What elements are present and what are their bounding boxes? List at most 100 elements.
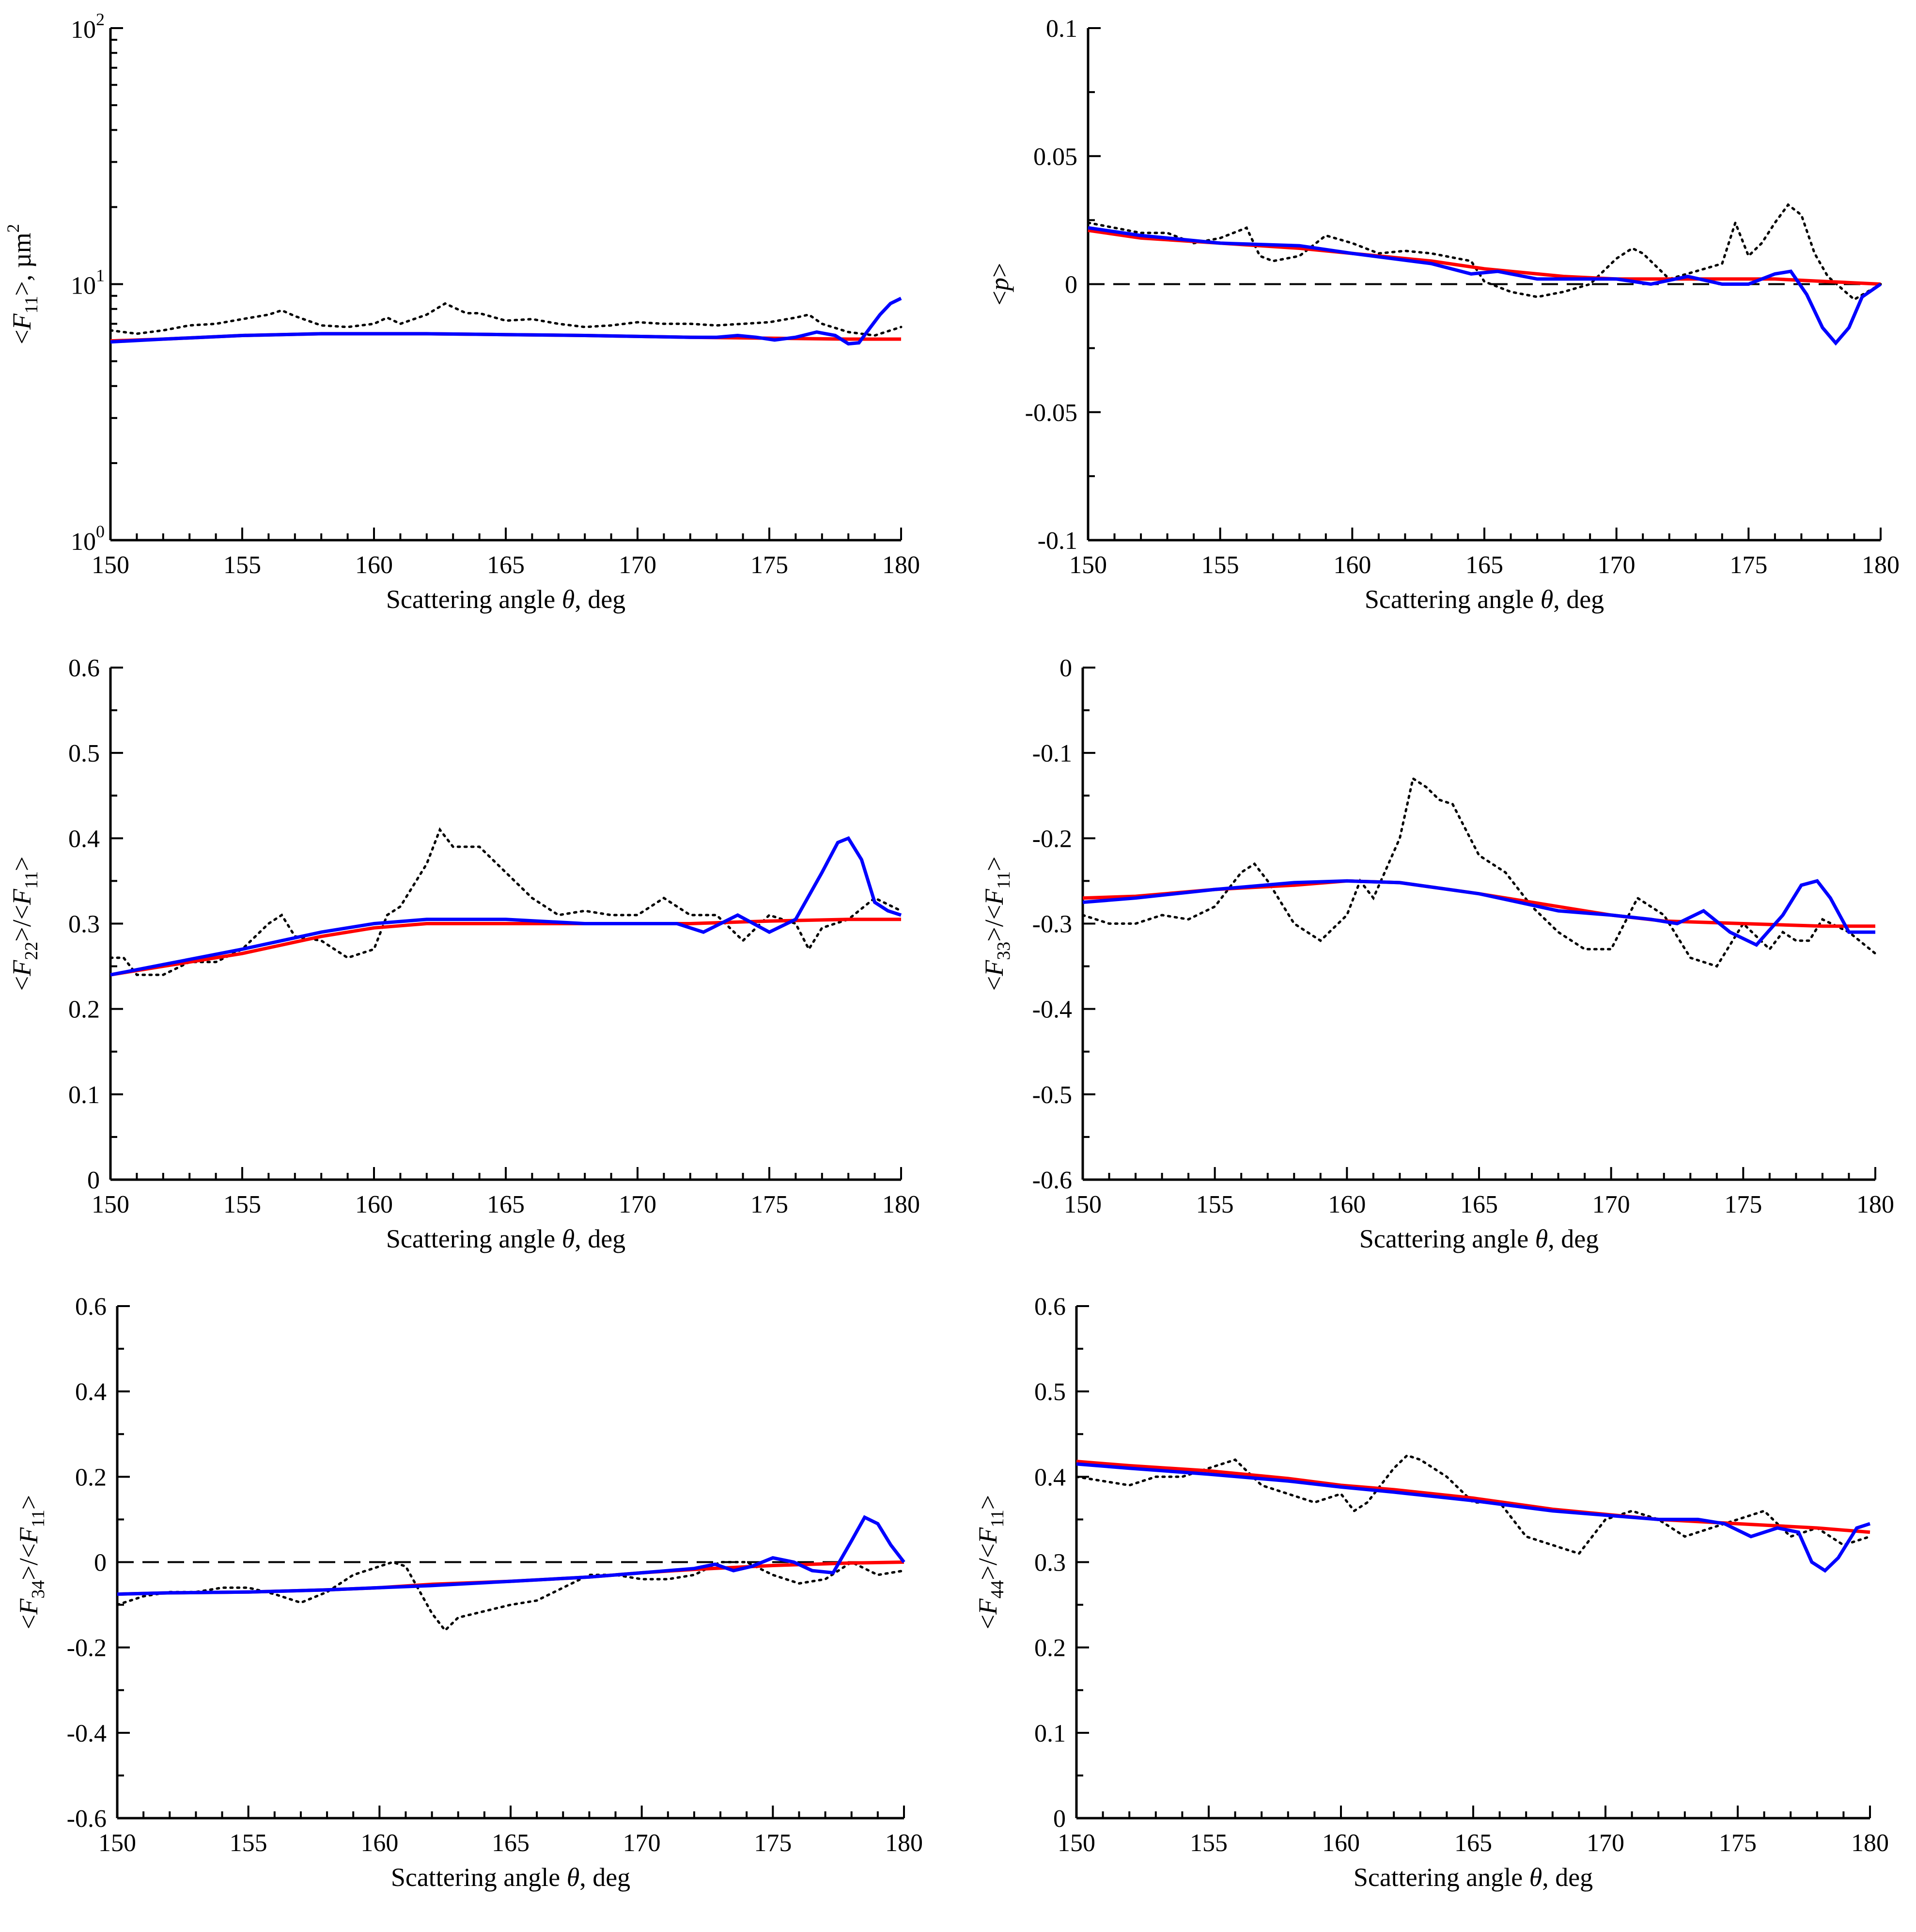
panel-F33: 150 155 160 165 170 175 180 -0.6 -0.5 -0.4 -0.3 -0.… bbox=[980, 654, 1894, 1253]
y-tick-label: 0.05 bbox=[1033, 143, 1077, 171]
panel-p: 150 155 160 165 170 175 180 -0.1 -0.05 0 0.05 0.1 Sc… bbox=[985, 15, 1900, 614]
series-red-line bbox=[1076, 1460, 1870, 1534]
x-tick-label: 175 bbox=[1724, 1191, 1762, 1218]
y-tick-label: -0.2 bbox=[1032, 825, 1072, 853]
y-tick-label: 100 bbox=[71, 522, 105, 556]
x-tick-label: 165 bbox=[487, 551, 525, 579]
series-blue-line bbox=[1076, 1462, 1871, 1573]
y-tick-label: 0.1 bbox=[1034, 1720, 1066, 1747]
panel-F22: 150 155 160 165 170 175 180 0 0.1 0.2 0.3 0.4 0.5 0.6… bbox=[7, 654, 920, 1253]
x-axis-title: Scattering angle θ, deg bbox=[386, 585, 625, 614]
x-tick-label: 160 bbox=[1322, 1829, 1360, 1857]
x-tick-label: 180 bbox=[1862, 551, 1900, 579]
y-axis-title: <F44>/<F11> bbox=[973, 1495, 1008, 1629]
y-tick-label: 0.1 bbox=[1046, 15, 1077, 43]
y-axis-title: <F33>/<F11> bbox=[980, 857, 1014, 991]
x-axis-title: Scattering angle θ, deg bbox=[1365, 585, 1604, 614]
series-blue-line bbox=[110, 296, 902, 346]
x-tick-label: 160 bbox=[360, 1829, 398, 1857]
y-tick-label: 0.1 bbox=[68, 1081, 100, 1109]
y-axis-title: <F11>, µm2 bbox=[3, 224, 42, 344]
panel-F34: 150 155 160 165 170 175 180 -0.6 -0.4 -0.2 0 0.2 0.4… bbox=[14, 1293, 923, 1892]
y-tick-label: 0.3 bbox=[68, 911, 100, 938]
y-tick-label: 0 bbox=[1065, 271, 1077, 299]
panel-F44: 150 155 160 165 170 175 180 0 0.1 0.2 0.3 0.4 0.5 0.6… bbox=[973, 1293, 1889, 1892]
x-tick-label: 165 bbox=[487, 1191, 525, 1218]
x-tick-label: 170 bbox=[1598, 551, 1636, 579]
x-tick-label: 175 bbox=[754, 1829, 792, 1857]
y-tick-label: 0 bbox=[1053, 1805, 1066, 1833]
y-tick-label: -0.1 bbox=[1032, 740, 1072, 767]
x-tick-label: 180 bbox=[1851, 1829, 1889, 1857]
x-axis-title: Scattering angle θ, deg bbox=[391, 1863, 630, 1892]
x-axis-title: Scattering angle θ, deg bbox=[1354, 1863, 1593, 1892]
y-tick-label: 0.3 bbox=[1034, 1549, 1066, 1577]
series-dotted-line bbox=[1087, 203, 1882, 301]
series-dotted-line bbox=[109, 302, 903, 337]
x-tick-label: 155 bbox=[223, 551, 261, 579]
y-tick-label: 0.6 bbox=[68, 654, 100, 682]
x-tick-label: 155 bbox=[1190, 1829, 1228, 1857]
y-tick-label: -0.05 bbox=[1025, 399, 1077, 427]
series-dotted-line bbox=[109, 827, 903, 976]
y-tick-label: 0.6 bbox=[75, 1293, 107, 1321]
y-tick-label: 101 bbox=[71, 266, 105, 300]
y-tick-label: 0.5 bbox=[1034, 1378, 1066, 1406]
y-tick-label: -0.1 bbox=[1038, 527, 1077, 555]
y-tick-label: 0.6 bbox=[1034, 1293, 1066, 1321]
series-red-line bbox=[1088, 229, 1881, 286]
y-tick-label: -0.6 bbox=[1032, 1167, 1072, 1194]
series-blue-line bbox=[110, 836, 902, 977]
x-tick-label: 180 bbox=[882, 1191, 920, 1218]
x-tick-label: 155 bbox=[230, 1829, 267, 1857]
x-tick-label: 165 bbox=[1454, 1829, 1492, 1857]
panels-group: 150 155 160 165 170 175 180 100 101 102 Scattering… bbox=[3, 10, 1900, 1892]
y-tick-label: 0.4 bbox=[75, 1378, 107, 1406]
x-tick-label: 180 bbox=[885, 1829, 923, 1857]
y-tick-label: 0 bbox=[94, 1549, 107, 1577]
series-blue-line bbox=[117, 1515, 905, 1596]
panel-F11: 150 155 160 165 170 175 180 100 101 102 Scattering… bbox=[3, 10, 920, 614]
y-tick-label: -0.6 bbox=[67, 1805, 107, 1833]
series-dotted-line bbox=[1081, 776, 1877, 968]
x-tick-label: 155 bbox=[1201, 551, 1239, 579]
y-tick-label: 0 bbox=[1059, 654, 1072, 682]
x-tick-label: 170 bbox=[1587, 1829, 1624, 1857]
x-tick-label: 150 bbox=[92, 551, 129, 579]
x-tick-label: 160 bbox=[355, 1191, 393, 1218]
x-tick-label: 160 bbox=[1333, 551, 1371, 579]
series-blue-line bbox=[1088, 226, 1882, 346]
x-tick-label: 165 bbox=[1460, 1191, 1498, 1218]
y-tick-label: 0.2 bbox=[1034, 1635, 1066, 1662]
x-tick-label: 165 bbox=[1465, 551, 1503, 579]
y-tick-label: 0.4 bbox=[1034, 1464, 1066, 1491]
x-tick-label: 150 bbox=[92, 1191, 129, 1218]
x-tick-label: 170 bbox=[619, 551, 656, 579]
y-tick-label: 0 bbox=[87, 1167, 100, 1194]
y-axis-title: <F34>/<F11> bbox=[14, 1495, 48, 1629]
y-tick-label: -0.2 bbox=[67, 1635, 107, 1662]
y-tick-label: 0.2 bbox=[68, 996, 100, 1024]
x-tick-label: 175 bbox=[1719, 1829, 1757, 1857]
x-tick-label: 170 bbox=[619, 1191, 656, 1218]
x-axis-title: Scattering angle θ, deg bbox=[1359, 1224, 1599, 1253]
x-tick-label: 165 bbox=[492, 1829, 530, 1857]
x-tick-label: 160 bbox=[1328, 1191, 1366, 1218]
x-tick-label: 175 bbox=[1729, 551, 1767, 579]
x-axis-title: Scattering angle θ, deg bbox=[386, 1224, 625, 1253]
y-tick-label: 0.2 bbox=[75, 1464, 107, 1491]
series-dotted-line bbox=[116, 1560, 905, 1633]
x-tick-label: 180 bbox=[882, 551, 920, 579]
x-tick-label: 150 bbox=[98, 1829, 136, 1857]
x-tick-label: 170 bbox=[623, 1829, 661, 1857]
y-tick-label: 0.5 bbox=[68, 740, 100, 767]
x-tick-label: 180 bbox=[1856, 1191, 1894, 1218]
series-red-line bbox=[1082, 879, 1875, 928]
x-tick-label: 150 bbox=[1058, 1829, 1095, 1857]
y-tick-label: -0.4 bbox=[67, 1720, 107, 1747]
series-blue-line bbox=[1082, 879, 1875, 947]
x-tick-label: 150 bbox=[1064, 1191, 1102, 1218]
x-tick-label: 155 bbox=[223, 1191, 261, 1218]
x-tick-label: 170 bbox=[1592, 1191, 1630, 1218]
